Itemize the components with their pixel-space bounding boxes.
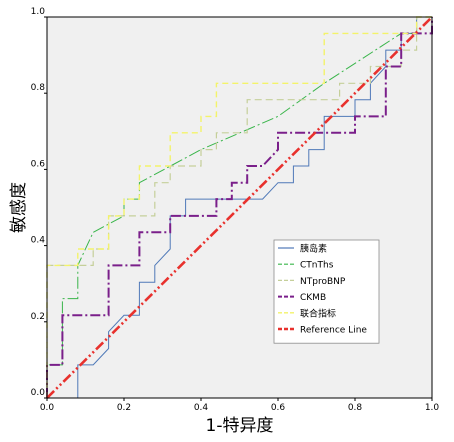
tick-layer: 0.0 0.2 0.4 0.6 0.8 1.0 0.0 0.2 0.4 0.6 0.8 1.0 bbox=[31, 7, 440, 413]
series-line-4 bbox=[46, 16, 432, 398]
x-tick-label: 0.2 bbox=[117, 403, 131, 413]
legend-label-4: 联合指标 bbox=[300, 307, 336, 319]
y-tick-label: 0.8 bbox=[31, 83, 46, 93]
x-tick-label: 0.8 bbox=[348, 403, 363, 413]
series-line-0 bbox=[47, 16, 432, 399]
legend-label-3: CKMB bbox=[300, 293, 326, 303]
legend-box bbox=[273, 239, 380, 344]
y-tick-label: 0.6 bbox=[31, 159, 46, 169]
legend-label-5: Reference Line bbox=[300, 326, 367, 336]
x-tick-label: 0.4 bbox=[194, 403, 209, 413]
legend-label-0: 胰岛素 bbox=[300, 243, 327, 255]
legend-label-2: NTproBNP bbox=[300, 277, 346, 287]
x-tick-label: 0.0 bbox=[40, 403, 55, 413]
x-tick-label: 1.0 bbox=[425, 403, 440, 413]
legend-label-1: CTnThs bbox=[300, 261, 334, 271]
series-line-3 bbox=[46, 17, 433, 398]
y-tick-label: 0.4 bbox=[31, 236, 46, 246]
plot-frame bbox=[46, 16, 433, 399]
x-tick-label: 0.6 bbox=[271, 403, 286, 413]
series-line-5 bbox=[46, 16, 433, 399]
y-tick-label: 0.0 bbox=[31, 388, 46, 398]
y-tick-label: 0.2 bbox=[31, 312, 45, 322]
legend: 胰岛素 CTnThs NTproBNP CKMB 联合指标 Reference Line bbox=[273, 239, 380, 344]
series-layer bbox=[46, 16, 433, 399]
x-axis-title: 1-特异度 bbox=[206, 416, 274, 436]
y-axis-title: 敏感度 bbox=[9, 182, 29, 233]
y-tick-label: 1.0 bbox=[31, 7, 46, 17]
